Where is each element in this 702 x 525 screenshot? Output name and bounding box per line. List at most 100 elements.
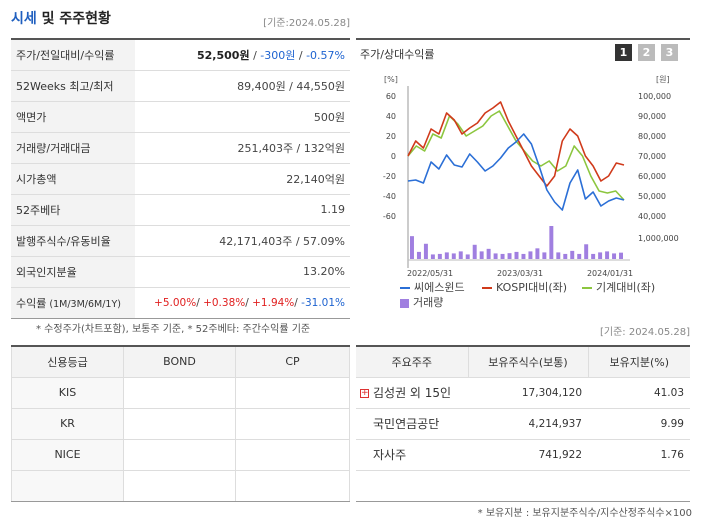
table-row: 액면가 500원 <box>11 101 350 133</box>
legend-label: 기계대비(좌) <box>596 281 656 294</box>
volume-bar <box>458 251 463 259</box>
col-header: 보유지분(%) <box>587 346 690 378</box>
left-tick-label: 60 <box>386 92 396 101</box>
volume-bar <box>563 253 568 259</box>
separator: / <box>295 48 307 62</box>
volume-bar <box>556 252 561 259</box>
holder-name-text[interactable]: 김성권 외 15인 <box>373 386 452 400</box>
right-tick-label: 60,000 <box>638 172 666 181</box>
shareholders-table: 주요주주 보유주식수(보통) 보유지분(%) + 김성권 외 15인 17,304… <box>356 345 690 502</box>
x-tick-label: 2024/01/31 <box>587 269 633 278</box>
row-label: 시가총액 <box>11 163 135 195</box>
agency-name: KR <box>11 407 124 440</box>
reference-date: [기준:2024.05.28] <box>263 18 350 29</box>
volume-bar <box>521 253 526 259</box>
return-6m: +1.94% <box>252 296 295 309</box>
right-tick-label: 70,000 <box>638 152 666 161</box>
quote-footnote: * 수정주가(차트포함), 보통주 기준, * 52주베타: 주간수익률 기준 <box>36 324 311 335</box>
table-row: 국민연금공단 4,214,937 9.99 <box>356 408 690 440</box>
volume-bar <box>451 253 456 259</box>
volume-bar <box>619 252 623 259</box>
holder-pct: 41.03 <box>588 377 690 409</box>
left-tick-label: 0 <box>391 152 396 161</box>
return-1y: -31.01% <box>301 296 345 309</box>
legend-swatch <box>482 287 492 289</box>
table-row: 발행주식수/유동비율 42,171,403주 / 57.09% <box>11 225 350 257</box>
table-row: 거래량/거래대금 251,403주 / 132억원 <box>11 132 350 164</box>
table-row: + 김성권 외 15인 17,304,120 41.03 <box>356 377 690 409</box>
row-label: 52Weeks 최고/최저 <box>11 70 135 102</box>
cp-rating <box>235 376 350 409</box>
table-row: KIS <box>11 376 350 409</box>
row-value: 52,500원 / -300원 / -0.57% <box>135 39 350 71</box>
agency-name: KIS <box>11 376 124 409</box>
table-row: 시가총액 22,140억원 <box>11 163 350 195</box>
chart-page-1-button[interactable]: 1 <box>615 44 632 61</box>
holder-name: 자사주 <box>356 439 468 471</box>
row-label: 52주베타 <box>11 194 135 226</box>
section-header: 시세 및 주주현황 [기준:2024.05.28] <box>11 8 350 32</box>
legend-swatch <box>400 287 410 289</box>
quote-table: 주가/전일대비/수익률 52,500원 / -300원 / -0.57% 52W… <box>11 38 350 319</box>
left-tick-label: -60 <box>383 212 396 221</box>
volume-bar <box>605 251 610 259</box>
chart-page-3-button[interactable]: 3 <box>661 44 678 61</box>
holders-footnote: * 보유지분 : 보유지분주식수/지수산정주식수×100 <box>477 508 692 519</box>
credit-rating-table: 신용등급 BOND CP KIS KR NICE <box>11 345 350 502</box>
table-header-row: 신용등급 BOND CP <box>11 345 350 378</box>
legend-item-s1: 씨에스윈드 <box>400 279 465 295</box>
cp-rating <box>235 469 350 502</box>
holder-pct: 1.76 <box>588 439 690 471</box>
volume-bar <box>416 251 421 259</box>
legend-swatch <box>400 298 409 308</box>
volume-bar <box>514 251 519 259</box>
row-value: 42,171,403주 / 57.09% <box>135 225 350 257</box>
volume-bar <box>493 253 498 259</box>
volume-bar <box>479 251 484 259</box>
bond-rating <box>123 376 236 409</box>
volume-bar <box>444 252 449 259</box>
legend-item-s2: KOSPI대비(좌) <box>482 279 567 295</box>
holder-shares: 741,922 <box>468 439 588 471</box>
row-value: 89,400원 / 44,550원 <box>135 70 350 102</box>
row-value: 13.20% <box>135 256 350 288</box>
volume-bar <box>591 253 596 259</box>
volume-bar <box>584 244 589 259</box>
row-label: 주가/전일대비/수익률 <box>11 39 135 71</box>
separator: / <box>245 296 253 309</box>
table-row: 52Weeks 최고/최저 89,400원 / 44,550원 <box>11 70 350 102</box>
right-axis-unit: [원] <box>656 75 670 84</box>
row-value: 251,403주 / 132억원 <box>135 132 350 164</box>
volume-bar <box>430 254 435 259</box>
chart-page-2-button[interactable]: 2 <box>638 44 655 61</box>
legend-label: 거래량 <box>413 296 444 309</box>
right-tick-label: 50,000 <box>638 192 666 201</box>
col-header: 주요주주 <box>356 346 468 378</box>
return-1m: +5.00% <box>154 296 197 309</box>
volume-tick-label: 1,000,000 <box>638 234 679 243</box>
legend-item-s3: 기계대비(좌) <box>582 279 655 295</box>
bond-rating <box>123 438 236 471</box>
separator: / <box>249 48 261 62</box>
left-tick-label: -40 <box>383 192 396 201</box>
row-label: 거래량/거래대금 <box>11 132 135 164</box>
return-periods: (1M/3M/6M/1Y) <box>46 298 121 310</box>
holder-pct: 9.99 <box>588 408 690 440</box>
volume-bar <box>577 253 582 259</box>
x-tick-label: 2022/05/31 <box>407 269 453 278</box>
row-label: 액면가 <box>11 101 135 133</box>
expand-icon[interactable]: + <box>360 388 369 398</box>
row-label: 수익률 (1M/3M/6M/1Y) <box>11 287 135 319</box>
right-tick-label: 40,000 <box>638 212 666 221</box>
section-title-main: 시세 <box>11 11 37 27</box>
holder-name <box>356 470 468 502</box>
x-tick-label: 2023/03/31 <box>497 269 543 278</box>
volume-bar <box>598 252 603 259</box>
legend-item-vol: 거래량 <box>400 294 443 310</box>
col-header: BOND <box>123 345 236 378</box>
volume-bar <box>486 248 491 259</box>
table-row: 외국인지분율 13.20% <box>11 256 350 288</box>
left-tick-label: 20 <box>386 132 396 141</box>
row-label: 외국인지분율 <box>11 256 135 288</box>
volume-bar <box>542 252 547 259</box>
